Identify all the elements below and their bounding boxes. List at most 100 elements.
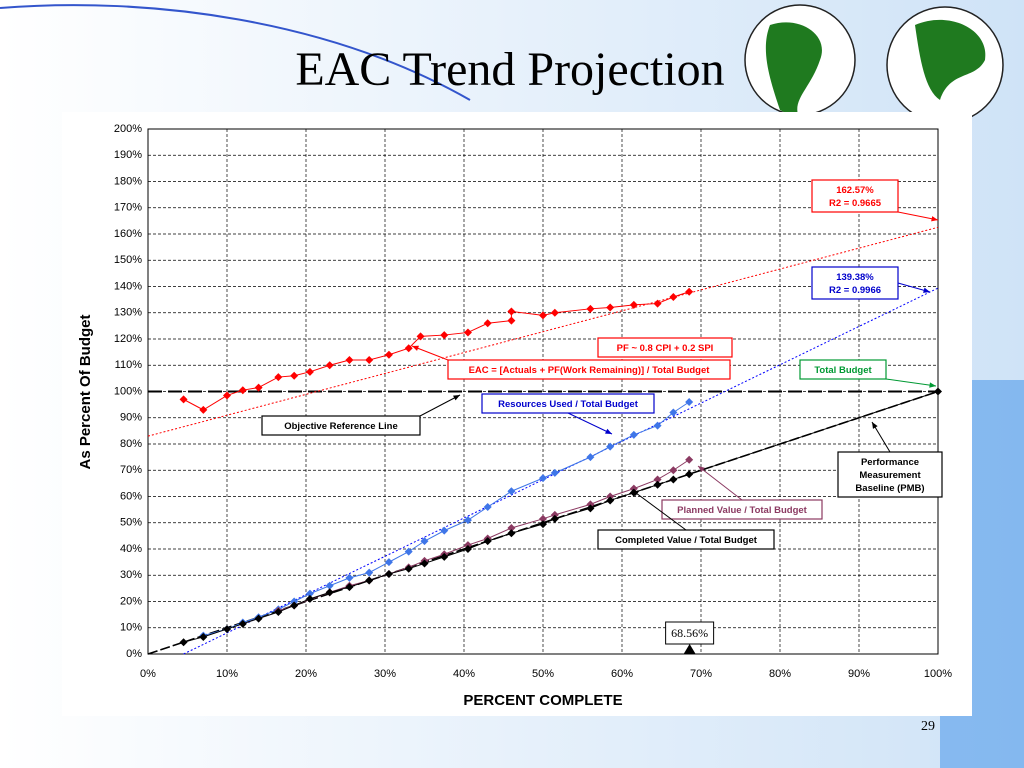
arrow-head [929, 382, 936, 388]
annotation-text: 139.38% [836, 272, 874, 283]
marker [653, 299, 662, 308]
marker [254, 383, 263, 392]
marker [179, 638, 188, 647]
marker [539, 514, 547, 523]
y-tick-label: 50% [120, 517, 142, 529]
y-tick-label: 120% [114, 333, 142, 345]
marker [420, 537, 429, 546]
marker [238, 386, 247, 395]
trend-line [147, 226, 939, 437]
marker [365, 576, 374, 585]
y-tick-label: 130% [114, 307, 142, 319]
marker [404, 547, 413, 556]
annotation-text: R2 = 0.9966 [829, 285, 881, 296]
marker [653, 480, 662, 489]
marker [440, 526, 449, 535]
y-tick-label: 150% [114, 254, 142, 266]
marker [483, 537, 492, 546]
marker [586, 453, 595, 462]
annotation-text: Total Budget [814, 365, 872, 376]
annotation-box [837, 451, 943, 498]
marker [539, 311, 547, 320]
marker [669, 408, 678, 417]
y-tick-label: 70% [120, 464, 142, 476]
marker [199, 405, 208, 414]
marker [238, 619, 247, 628]
x-tick-label: 50% [532, 668, 554, 680]
swoosh [0, 4, 471, 101]
marker [384, 350, 393, 359]
marker [325, 581, 334, 590]
marker [507, 524, 516, 532]
y-tick-label: 20% [120, 595, 142, 607]
current-marker [683, 644, 696, 654]
marker [440, 552, 449, 561]
x-tick-label: 90% [848, 668, 870, 680]
annotation-box [447, 359, 731, 380]
annotation-box [261, 415, 421, 436]
current-box [665, 621, 715, 645]
y-axis-title: As Percent Of Budget [77, 314, 94, 469]
arrow-head [872, 422, 878, 429]
marker [384, 558, 393, 567]
x-tick-label: 10% [216, 668, 238, 680]
marker [345, 573, 354, 582]
marker [685, 455, 694, 464]
x-tick-label: 70% [690, 668, 712, 680]
arrow-head [412, 345, 419, 351]
chart-area [62, 112, 972, 716]
annotation-text: R2 = 0.9665 [829, 198, 882, 209]
marker [586, 504, 595, 513]
annotation-text: Completed Value / Total Budget [615, 535, 758, 546]
y-tick-label: 90% [120, 412, 142, 424]
y-tick-label: 0% [126, 648, 142, 660]
marker [223, 391, 231, 400]
y-tick-label: 40% [120, 543, 142, 555]
marker [934, 387, 942, 396]
current-label: 68.56% [671, 626, 708, 640]
marker [365, 568, 374, 577]
marker [325, 361, 334, 370]
annotation-box [811, 266, 899, 300]
marker [463, 516, 472, 525]
y-tick-label: 110% [115, 359, 143, 371]
annotation-text: EAC = [Actuals + PF(Work Remaining)] / T… [469, 365, 711, 376]
marker [305, 589, 314, 598]
marker [274, 373, 283, 382]
annotation-box [597, 529, 775, 550]
marker [685, 398, 694, 406]
y-tick-label: 200% [114, 123, 142, 135]
marker [290, 601, 299, 610]
annotation-text: Planned Value / Total Budget [677, 505, 808, 516]
marker [463, 328, 472, 337]
marker [290, 371, 299, 380]
marker [669, 475, 678, 484]
y-tick-label: 180% [114, 175, 142, 187]
marker [606, 303, 615, 312]
marker [483, 319, 492, 328]
annotation-text: Objective Reference Line [284, 421, 398, 432]
marker [179, 395, 188, 404]
y-tick-label: 170% [114, 202, 142, 214]
y-tick-label: 190% [114, 149, 142, 161]
y-tick-label: 10% [120, 622, 142, 634]
x-axis-title: PERCENT COMPLETE [463, 692, 622, 709]
marker [669, 293, 678, 301]
annotation-box [481, 393, 655, 414]
annotation-arrow [419, 394, 461, 417]
annotation-arrow [885, 378, 937, 387]
marker [539, 474, 547, 483]
slide-title: EAC Trend Projection [295, 43, 724, 96]
marker [507, 529, 516, 538]
marker [653, 421, 662, 430]
marker [404, 564, 413, 573]
marker [345, 356, 354, 364]
arrow-head [698, 466, 705, 473]
marker [440, 331, 449, 340]
marker [685, 287, 694, 296]
x-tick-label: 0% [140, 668, 156, 680]
x-tick-label: 40% [453, 668, 475, 680]
marker [629, 300, 638, 309]
marker [404, 344, 413, 353]
